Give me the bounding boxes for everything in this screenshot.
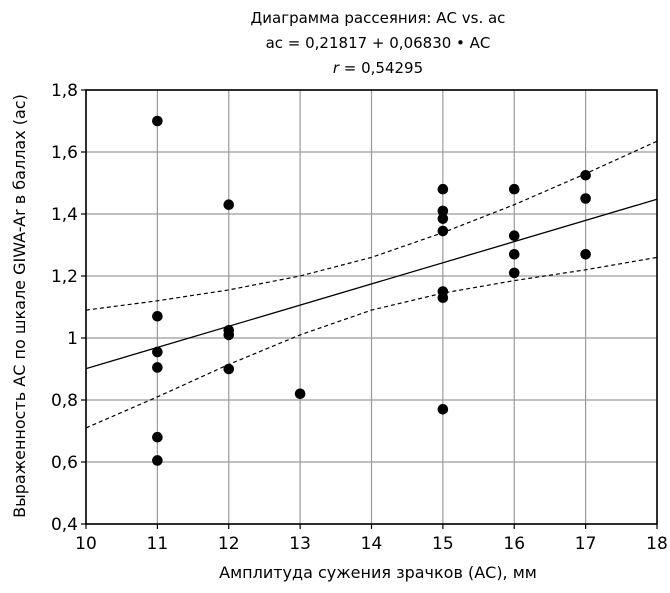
data-point	[437, 213, 449, 224]
data-point	[437, 205, 449, 217]
x-tick-label: 14	[361, 534, 383, 554]
data-point	[580, 193, 591, 204]
data-point	[580, 249, 591, 260]
y-tick-label: 0,8	[51, 391, 78, 411]
y-tick-label: 1,2	[51, 267, 78, 287]
data-point	[508, 183, 520, 195]
confidence-band-upper	[86, 140, 657, 311]
grid-lines	[85, 89, 658, 525]
data-point	[223, 363, 235, 375]
data-point	[152, 346, 163, 358]
x-tick-label: 15	[432, 534, 454, 554]
data-points	[152, 115, 591, 466]
data-point	[223, 329, 235, 341]
regression-line	[86, 198, 657, 370]
data-point	[437, 225, 449, 237]
x-axis-label: Амплитуда сужения зрачков (АС), мм	[219, 563, 537, 582]
y-tick-label: 0,6	[51, 453, 78, 473]
data-point	[437, 292, 449, 304]
x-tick-label: 17	[575, 534, 597, 554]
data-point	[152, 115, 163, 127]
data-point	[437, 404, 449, 415]
correlation-coefficient: r = 0,54295	[333, 59, 423, 77]
data-point	[580, 169, 591, 181]
x-tick-label: 16	[503, 534, 525, 554]
data-point	[152, 362, 163, 373]
x-tick-label: 11	[147, 534, 169, 554]
confidence-band-lower	[86, 256, 657, 429]
r-symbol: r	[333, 59, 340, 77]
regression-equation: ас = 0,21817 + 0,06830 • АС	[266, 34, 491, 52]
y-tick-label: 1,6	[51, 143, 78, 163]
y-tick-label: 0,4	[51, 515, 78, 535]
data-point	[152, 455, 163, 466]
y-axis-label: Выраженность АС по шкале GIWA-Ar в балла…	[10, 94, 29, 518]
regression-layer	[86, 140, 657, 429]
data-point	[508, 230, 520, 241]
x-tick-label: 10	[75, 534, 97, 554]
x-tick-label: 12	[218, 534, 240, 554]
chart-title: Диаграмма рассеяния: АС vs. ас	[251, 9, 506, 27]
data-point	[152, 311, 163, 322]
y-tick-label: 1,8	[51, 81, 78, 101]
r-value: = 0,54295	[339, 59, 423, 77]
data-point	[223, 199, 235, 210]
data-point	[294, 388, 306, 400]
y-tick-label: 1,4	[51, 205, 78, 225]
data-point	[508, 267, 520, 279]
tick-labels: 10 11 12 13 14 15 16 17 18 0,4 0,6 0,8 1 1,2 1,4 1,6 1,8	[51, 81, 668, 554]
data-point	[437, 183, 449, 195]
x-tick-label: 18	[646, 534, 668, 554]
data-point	[508, 249, 520, 260]
y-tick-label: 1	[67, 329, 78, 349]
x-tick-label: 13	[289, 534, 311, 554]
data-point	[152, 431, 163, 443]
